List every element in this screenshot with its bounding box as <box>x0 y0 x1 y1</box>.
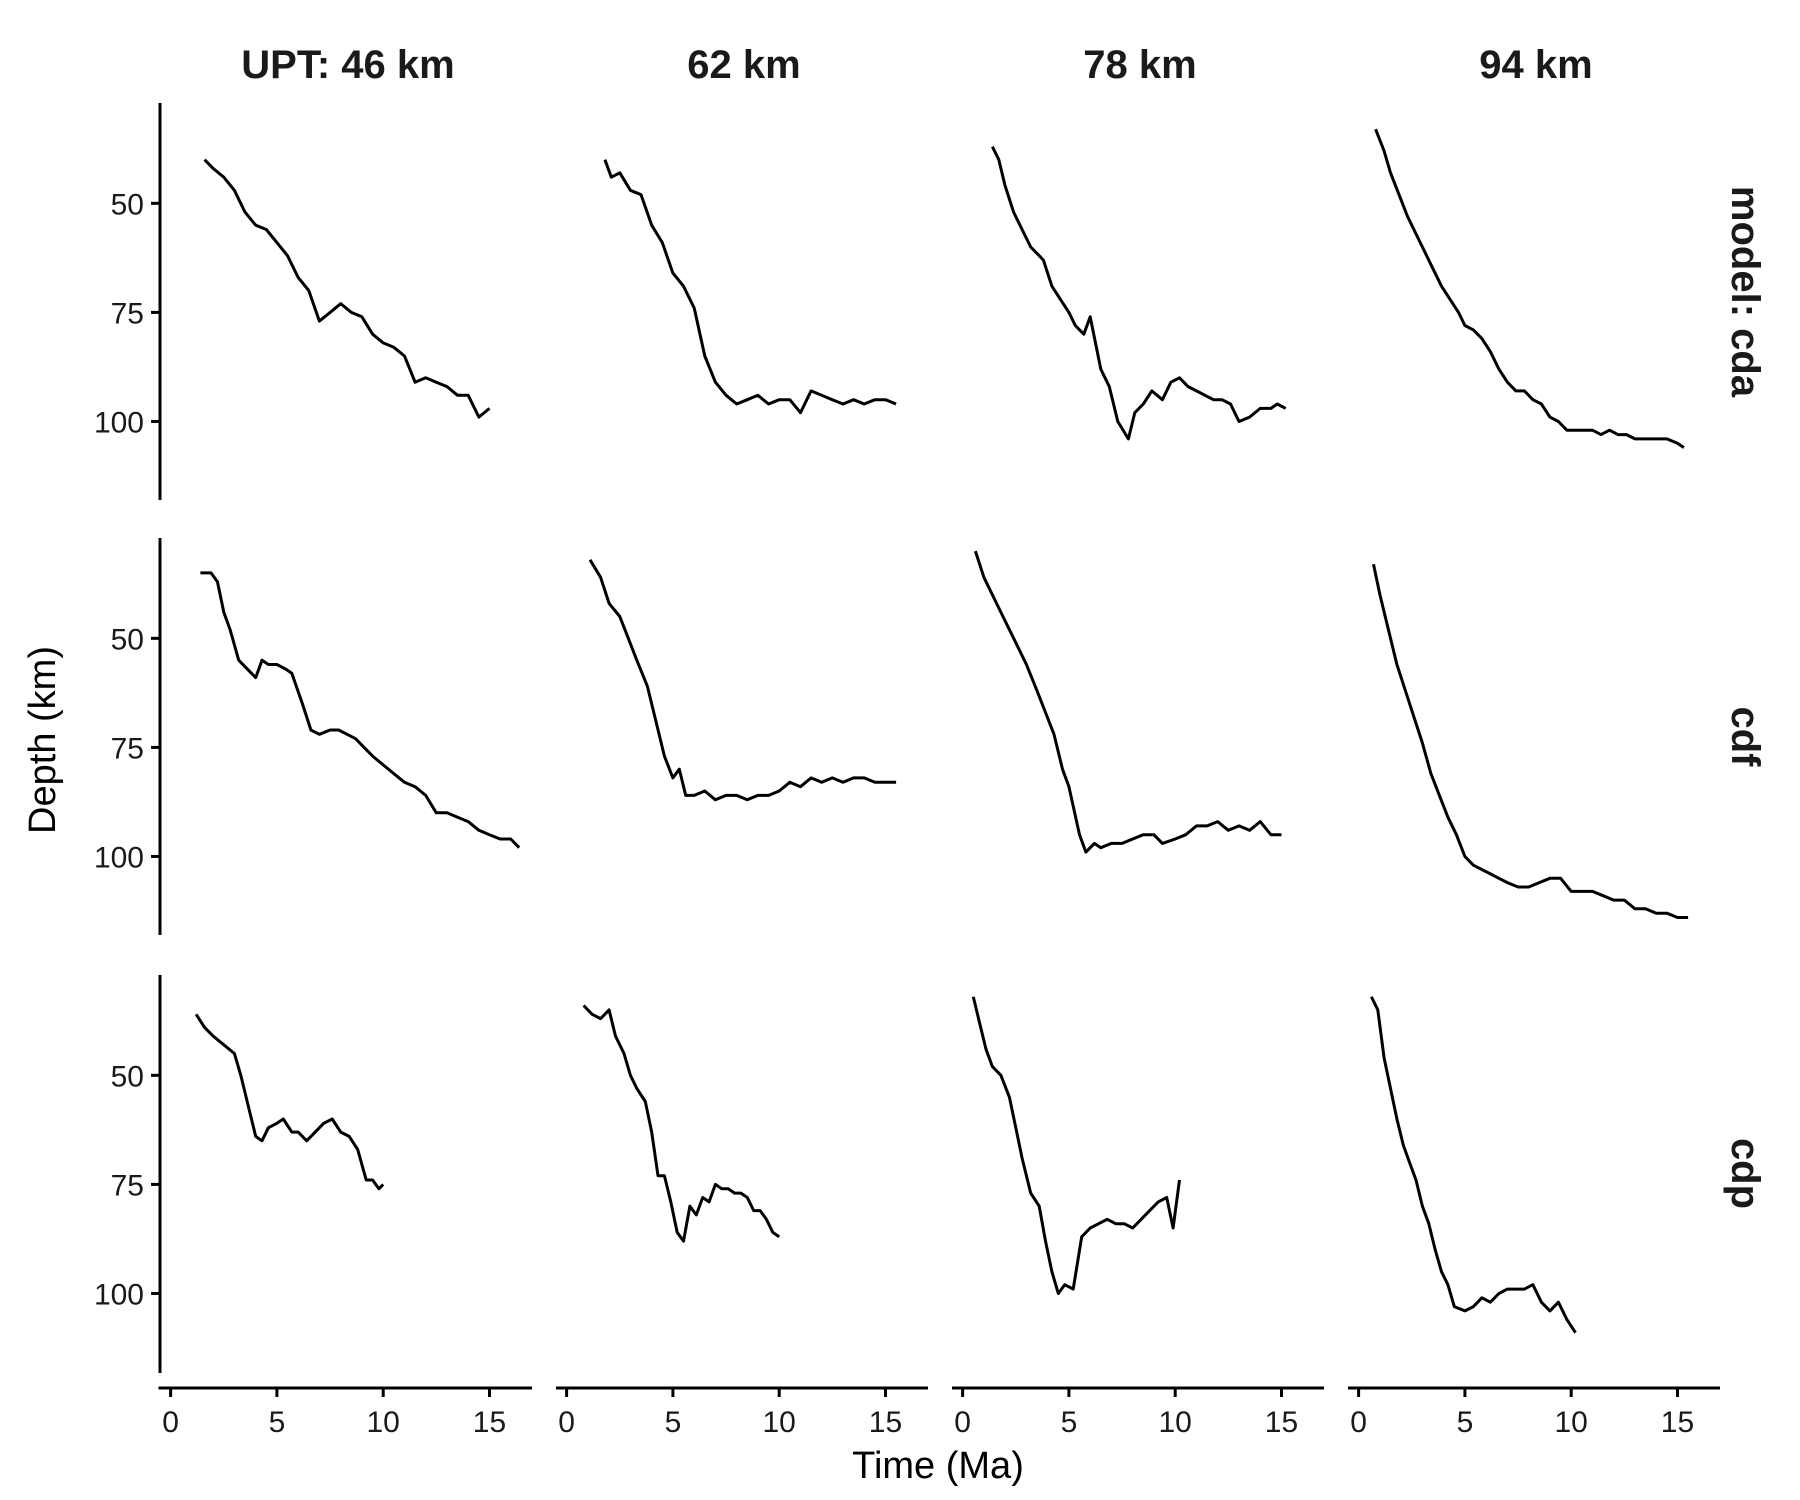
x-tick-label: 10 <box>1555 1406 1588 1439</box>
y-axis-title: Depth (km) <box>22 646 64 834</box>
x-tick-label: 5 <box>1061 1406 1078 1439</box>
series-line <box>1370 996 1577 1334</box>
x-tick-label: 0 <box>954 1406 971 1439</box>
x-tick-label: 15 <box>1661 1406 1694 1439</box>
series-line <box>991 145 1287 441</box>
y-tick-label: 50 <box>111 188 144 221</box>
x-tick-label: 5 <box>665 1406 682 1439</box>
column-strip-label: 78 km <box>1083 43 1196 87</box>
series-line <box>203 158 491 419</box>
y-tick-label: 75 <box>111 297 144 330</box>
x-tick-label: 0 <box>558 1406 575 1439</box>
series-line <box>1374 128 1685 449</box>
y-tick-label: 75 <box>111 732 144 765</box>
series-line <box>194 1013 385 1191</box>
x-tick-label: 10 <box>1159 1406 1192 1439</box>
y-tick-label: 100 <box>94 1278 144 1311</box>
x-tick-label: 15 <box>869 1406 902 1439</box>
series-line <box>588 559 897 802</box>
x-tick-label: 5 <box>1457 1406 1474 1439</box>
x-axis-title: Time (Ma) <box>852 1445 1024 1487</box>
row-strip-label: model: cda <box>1723 186 1767 398</box>
x-tick-label: 10 <box>763 1406 796 1439</box>
x-tick-label: 15 <box>1265 1406 1298 1439</box>
y-tick-label: 75 <box>111 1169 144 1202</box>
x-tick-label: 5 <box>269 1406 286 1439</box>
y-tick-label: 50 <box>111 623 144 656</box>
x-tick-label: 15 <box>473 1406 506 1439</box>
row-strip-label: cdp <box>1723 1138 1767 1209</box>
x-tick-label: 0 <box>162 1406 179 1439</box>
column-strip-label: 94 km <box>1479 43 1592 87</box>
series-line <box>1372 563 1689 919</box>
series-line <box>200 571 521 849</box>
x-tick-label: 10 <box>367 1406 400 1439</box>
x-tick-label: 0 <box>1350 1406 1367 1439</box>
series-line <box>582 1004 781 1243</box>
series-line <box>971 996 1181 1295</box>
row-strip-label: cdf <box>1723 707 1767 768</box>
panels-layer: UPT: 46 km 62 km 78 km 94 km model: cda cdf cd… <box>94 43 1767 1439</box>
y-tick-label: 50 <box>111 1060 144 1093</box>
series-line <box>973 550 1282 854</box>
column-strip-label: 62 km <box>687 43 800 87</box>
y-tick-label: 100 <box>94 406 144 439</box>
column-strip-label: UPT: 46 km <box>241 43 454 87</box>
y-tick-label: 100 <box>94 841 144 874</box>
series-line <box>603 159 897 415</box>
